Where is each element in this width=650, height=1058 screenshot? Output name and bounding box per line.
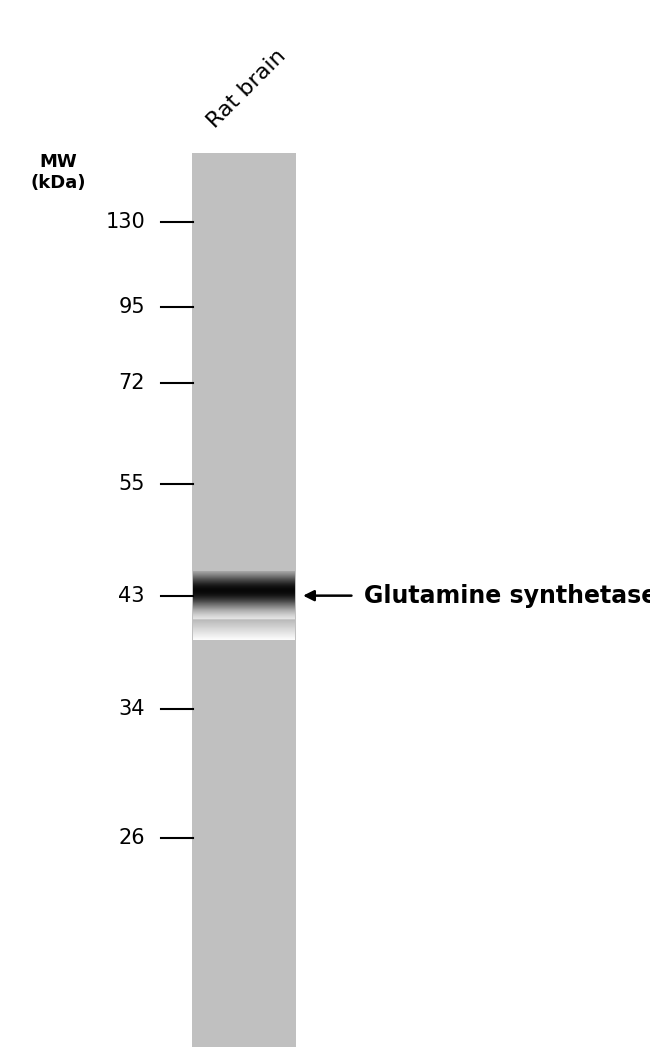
Text: 72: 72 (118, 373, 145, 393)
Text: 95: 95 (118, 297, 145, 316)
Text: MW
(kDa): MW (kDa) (31, 153, 86, 193)
Text: Glutamine synthetase: Glutamine synthetase (364, 584, 650, 607)
Text: 55: 55 (118, 474, 145, 493)
Text: 34: 34 (118, 699, 145, 718)
Text: 26: 26 (118, 828, 145, 847)
Text: Rat brain: Rat brain (203, 47, 290, 132)
Text: 130: 130 (105, 213, 145, 232)
Text: 43: 43 (118, 586, 145, 605)
Bar (192, 153, 296, 1047)
